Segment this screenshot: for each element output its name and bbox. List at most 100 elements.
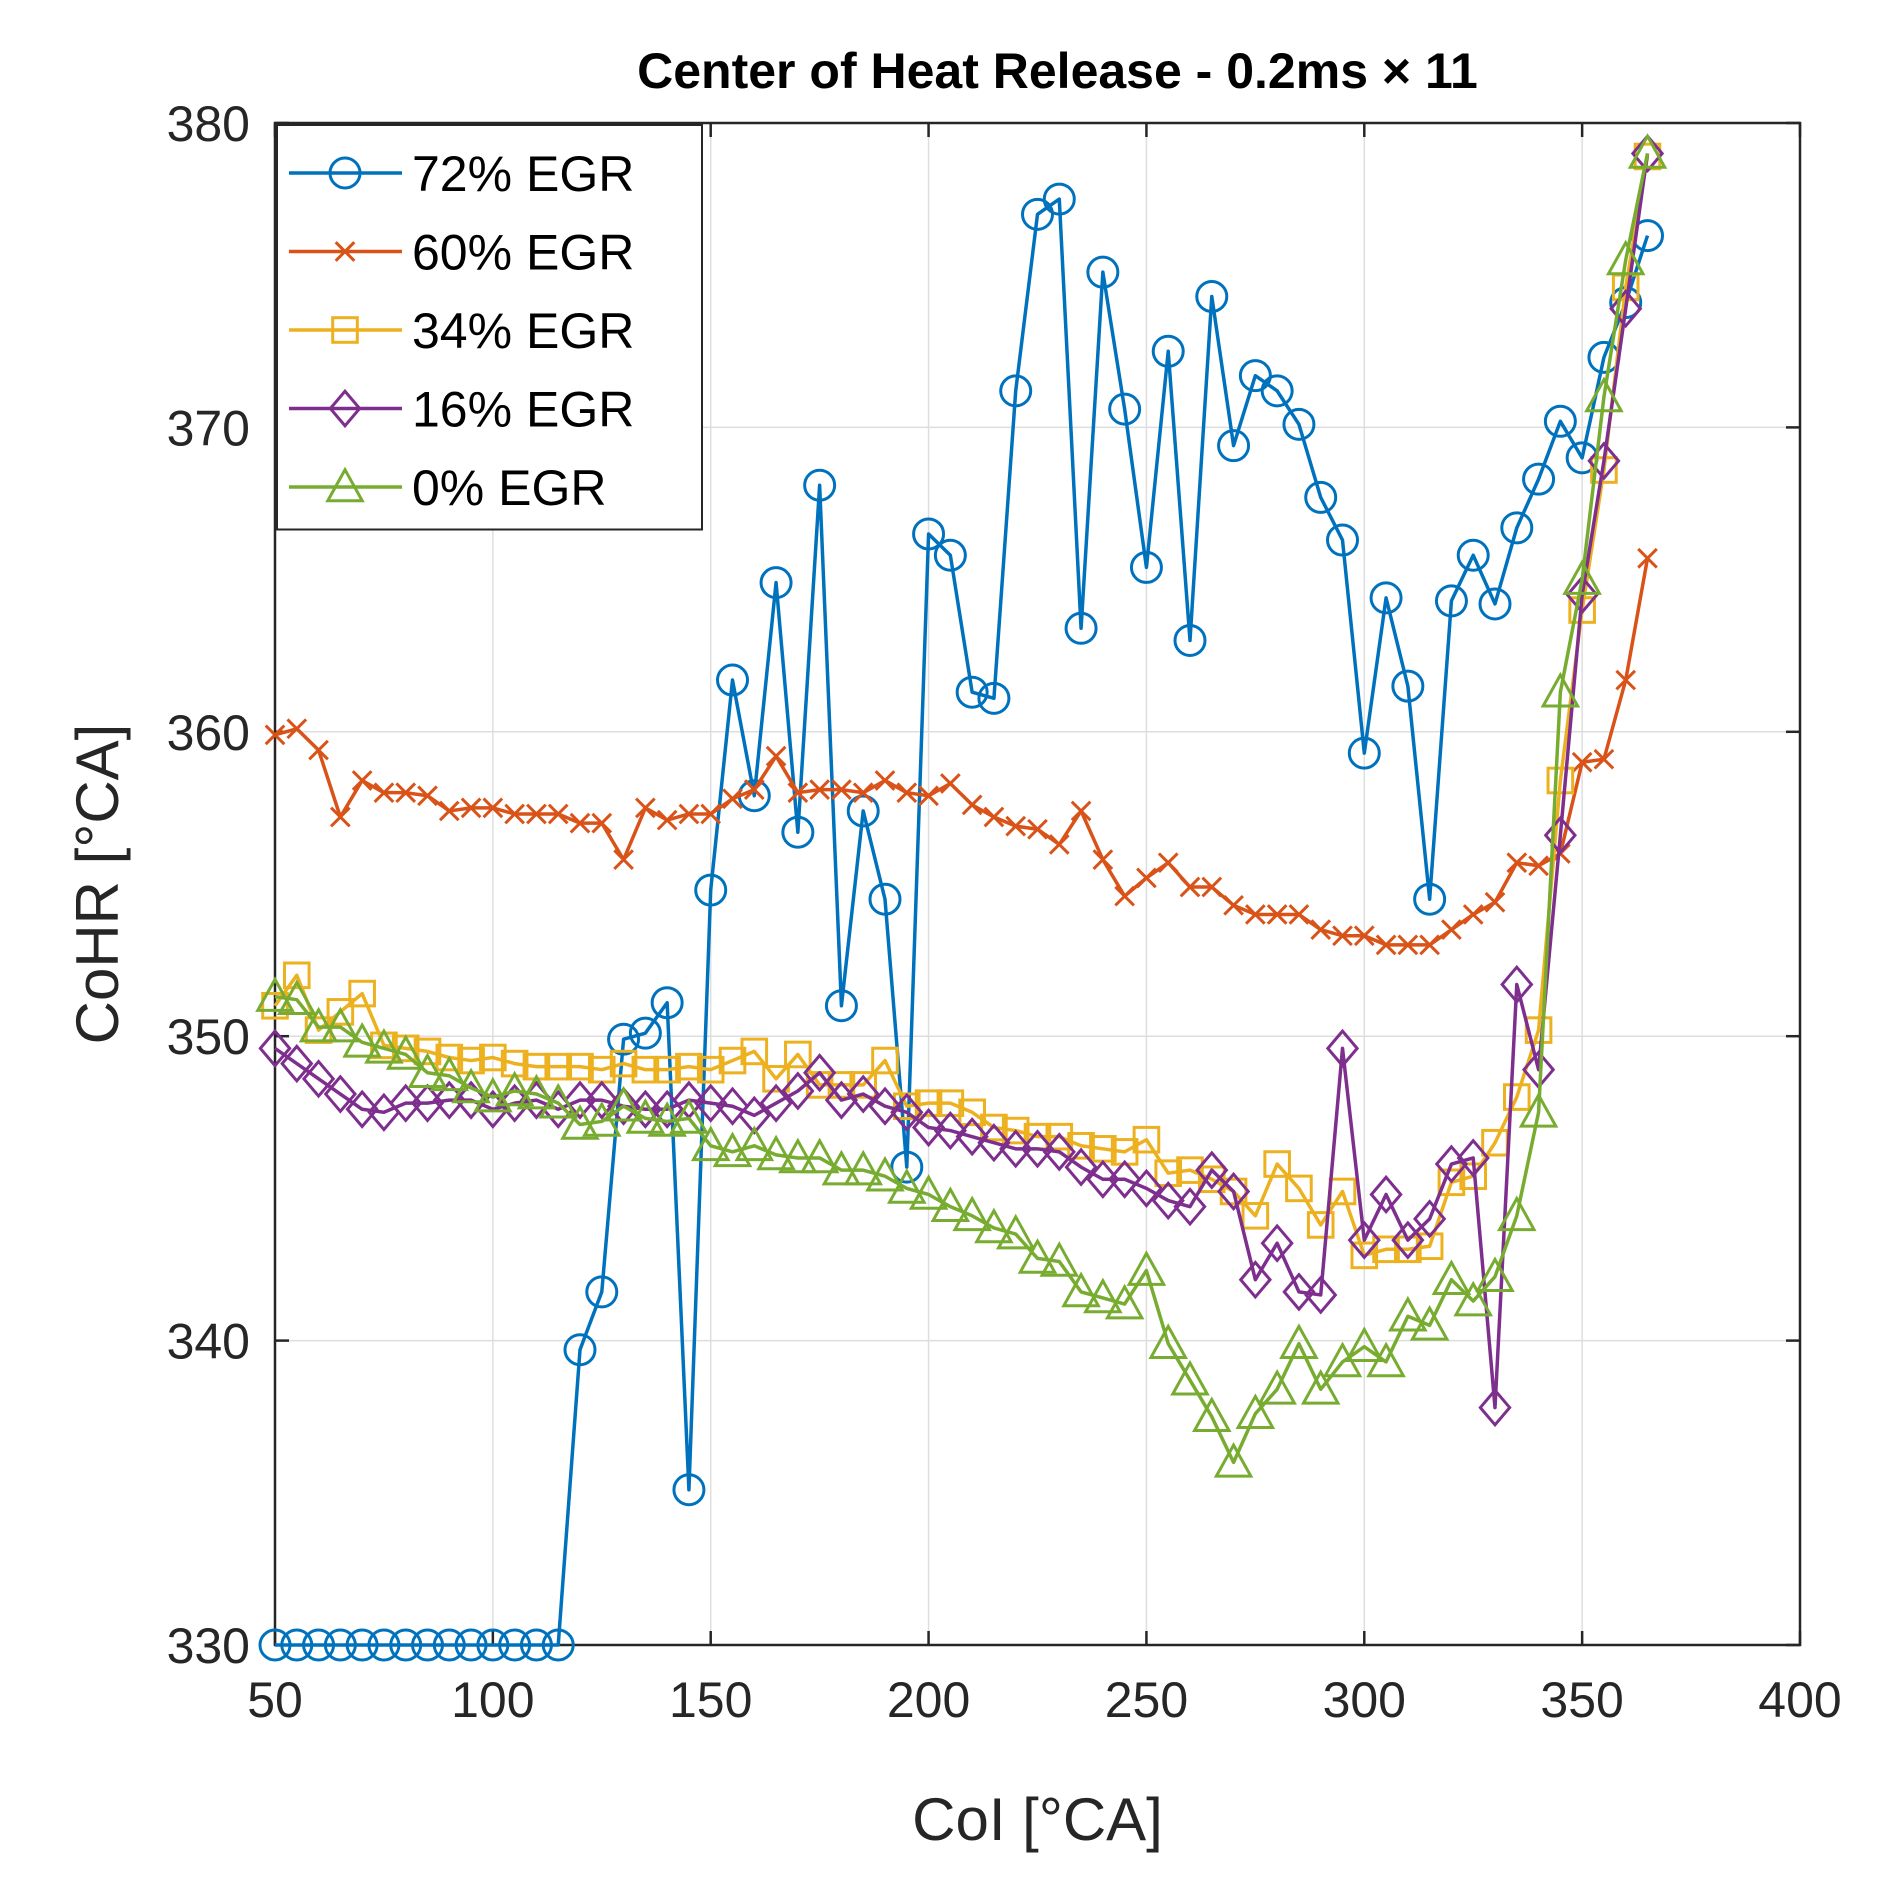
data-point	[1266, 904, 1288, 925]
data-point	[1631, 219, 1664, 253]
y-tick-label: 380	[167, 96, 250, 152]
data-point	[890, 1150, 924, 1184]
data-point	[1173, 1187, 1207, 1227]
data-point	[1064, 1147, 1098, 1187]
data-point	[1434, 584, 1468, 618]
data-point	[784, 1040, 812, 1069]
data-point	[1304, 480, 1338, 514]
data-point	[846, 1074, 880, 1114]
data-point	[1129, 1168, 1164, 1208]
data-point	[716, 663, 749, 697]
data-point	[1238, 359, 1272, 393]
x-tick-label: 350	[1540, 1672, 1623, 1728]
data-point	[1369, 581, 1403, 615]
data-point	[526, 803, 547, 825]
data-point	[1419, 934, 1441, 956]
data-point	[765, 745, 787, 767]
data-point	[1391, 1220, 1425, 1260]
data-point	[896, 782, 918, 804]
data-point	[1475, 1256, 1515, 1292]
data-point	[342, 1021, 382, 1058]
data-point	[849, 1071, 878, 1099]
data-point	[1350, 1241, 1379, 1270]
legend-entry: 60% EGR	[289, 225, 634, 281]
data-point	[566, 1052, 594, 1081]
x-tick-label: 50	[247, 1672, 303, 1728]
data-point	[1151, 334, 1185, 368]
legend-entry: 34% EGR	[289, 303, 634, 359]
data-point	[980, 1113, 1008, 1142]
data-point	[1108, 392, 1142, 426]
data-point	[1001, 1116, 1030, 1145]
data-point	[389, 1083, 423, 1123]
data-point	[1191, 1396, 1232, 1432]
data-point	[999, 1129, 1033, 1169]
data-point	[482, 797, 504, 819]
data-point	[628, 1016, 662, 1050]
data-point	[613, 849, 634, 871]
data-point	[1219, 1177, 1248, 1206]
data-point	[1086, 1159, 1120, 1199]
data-point	[1543, 815, 1577, 855]
legend-label: 16% EGR	[412, 382, 634, 438]
data-point	[694, 1083, 728, 1123]
data-point	[1257, 1368, 1297, 1405]
data-point	[1332, 925, 1353, 947]
data-point	[1571, 751, 1593, 773]
data-point	[1216, 1171, 1251, 1212]
data-point	[933, 538, 967, 572]
data-point	[1021, 197, 1054, 231]
data-point	[874, 770, 896, 791]
x-tick-label: 200	[887, 1672, 970, 1728]
data-point	[1388, 1295, 1428, 1332]
data-point	[345, 1089, 379, 1129]
legend-entry: 0% EGR	[289, 460, 607, 516]
series-72-egr	[258, 182, 1664, 1662]
data-point	[286, 718, 308, 740]
x-axis-label: CoI [°CA]	[912, 1786, 1163, 1853]
data-point	[961, 794, 983, 816]
legend-entry: 72% EGR	[289, 146, 634, 202]
data-point	[1453, 1280, 1494, 1317]
data-point	[329, 806, 351, 828]
data-point	[1244, 904, 1266, 925]
legend-swatch-marker	[328, 156, 362, 190]
data-point	[628, 1089, 662, 1129]
data-point	[609, 1049, 638, 1078]
x-tick-label: 300	[1323, 1672, 1406, 1728]
legend-label: 60% EGR	[412, 225, 634, 281]
data-point	[694, 873, 728, 907]
data-point	[1375, 934, 1397, 956]
data-point	[871, 1046, 899, 1075]
data-point	[743, 779, 765, 800]
data-point	[516, 1073, 557, 1110]
data-point	[1279, 1323, 1319, 1359]
data-point	[1027, 818, 1048, 840]
data-point	[1584, 376, 1624, 413]
data-point	[606, 1086, 641, 1126]
data-point	[301, 1059, 336, 1099]
y-tick-label: 350	[167, 1009, 250, 1065]
data-point	[1630, 133, 1665, 174]
data-point	[1637, 547, 1658, 569]
y-axis-label: CoHR [°CA]	[64, 724, 131, 1045]
data-point	[1496, 1195, 1537, 1232]
data-point	[678, 803, 700, 825]
data-point	[280, 1628, 314, 1662]
data-point	[908, 1174, 949, 1210]
data-point	[955, 1117, 989, 1157]
data-point	[734, 1125, 775, 1162]
data-point	[977, 681, 1011, 715]
data-point	[669, 1098, 709, 1134]
data-point	[1437, 1168, 1466, 1197]
data-point	[435, 1043, 464, 1072]
data-point	[1151, 1181, 1185, 1221]
x-tick-label: 150	[669, 1672, 752, 1728]
data-point	[1413, 882, 1447, 916]
data-point	[1546, 766, 1575, 795]
data-point	[759, 1083, 793, 1123]
data-point	[759, 566, 793, 600]
data-point	[479, 1043, 507, 1072]
data-point	[781, 1071, 815, 1111]
data-point	[364, 1028, 404, 1064]
